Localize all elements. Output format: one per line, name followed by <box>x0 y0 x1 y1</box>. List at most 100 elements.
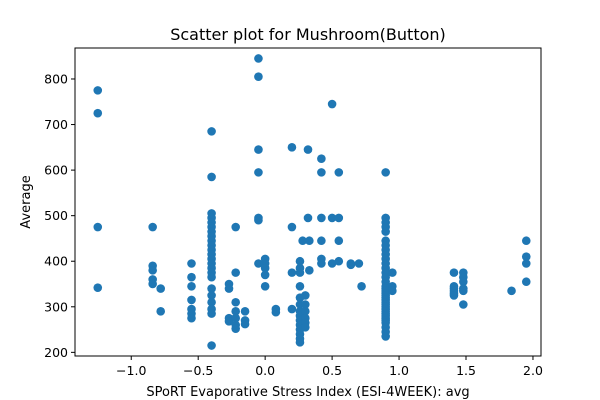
data-point <box>521 277 531 287</box>
data-point <box>459 300 468 309</box>
data-point <box>260 281 270 291</box>
data-point <box>459 286 468 296</box>
data-point <box>187 272 196 282</box>
data-point <box>187 259 196 268</box>
data-point <box>260 263 270 273</box>
y-tick-label: 200 <box>44 345 68 360</box>
data-point <box>301 291 310 300</box>
data-point <box>287 222 297 232</box>
data-point <box>207 291 216 300</box>
ticks-layer: −1.0 −0.5 0.0 0.5 1.0 1.5 2.0 200 300 400 500 600 70… <box>44 71 543 378</box>
data-point <box>148 266 157 275</box>
y-tick-label: 500 <box>44 208 68 223</box>
data-point <box>207 272 216 282</box>
data-point <box>231 297 240 307</box>
data-point <box>381 227 390 236</box>
data-point <box>240 319 250 329</box>
data-point <box>334 168 344 177</box>
data-point <box>334 213 344 223</box>
data-point <box>295 268 305 277</box>
data-point <box>381 332 390 341</box>
data-point <box>449 268 459 277</box>
data-point <box>317 259 326 268</box>
data-point <box>287 304 297 314</box>
data-point <box>317 168 326 177</box>
data-point <box>298 236 307 246</box>
data-point <box>459 277 468 287</box>
data-point <box>231 324 240 333</box>
data-point <box>254 145 263 154</box>
data-point <box>334 236 344 246</box>
data-point <box>207 284 216 293</box>
data-point <box>357 281 366 291</box>
data-point <box>231 222 240 232</box>
data-point <box>295 256 305 266</box>
y-tick-label: 600 <box>44 163 68 178</box>
data-point <box>271 307 281 317</box>
data-point <box>231 268 240 277</box>
data-point <box>224 317 234 326</box>
data-point <box>254 54 263 63</box>
data-point <box>287 143 297 152</box>
data-point <box>156 307 165 316</box>
y-tick-label: 400 <box>44 254 68 269</box>
data-point <box>301 323 310 332</box>
data-point <box>334 256 344 266</box>
data-point <box>287 268 297 277</box>
data-point <box>507 286 516 296</box>
points-layer <box>93 54 531 350</box>
data-point <box>295 338 305 347</box>
data-point <box>301 300 310 309</box>
data-point <box>148 279 157 289</box>
x-tick-label: 0.5 <box>322 363 342 378</box>
plot-frame <box>74 47 542 357</box>
chart-title: Scatter plot for Mushroom(Button) <box>170 25 446 44</box>
data-point <box>317 213 326 223</box>
data-point <box>187 313 196 323</box>
x-tick-label: 1.5 <box>456 363 476 378</box>
y-axis-label: Average <box>19 175 34 228</box>
data-point <box>93 108 103 118</box>
data-point <box>449 291 459 300</box>
data-point <box>346 260 356 270</box>
x-tick-label: −0.5 <box>183 363 213 378</box>
x-tick-label: 2.0 <box>523 363 543 378</box>
data-point <box>303 145 313 154</box>
x-tick-label: 0.0 <box>255 363 275 378</box>
y-tick-label: 800 <box>44 71 68 86</box>
data-point <box>240 307 250 316</box>
data-point <box>231 313 240 323</box>
data-point <box>260 270 270 280</box>
data-point <box>317 236 326 246</box>
data-point <box>254 259 263 268</box>
data-point <box>93 222 103 232</box>
data-point <box>187 281 196 291</box>
x-axis-label: SPoRT Evaporative Stress Index (ESI-4WEE… <box>146 385 469 400</box>
data-point <box>305 266 314 275</box>
data-point <box>388 286 397 296</box>
data-point <box>303 213 313 223</box>
data-point <box>207 297 216 307</box>
data-point <box>295 281 305 291</box>
data-point <box>521 236 531 246</box>
data-point <box>381 168 390 177</box>
data-point <box>156 284 165 293</box>
data-point <box>187 295 196 305</box>
data-point <box>327 99 337 109</box>
data-point <box>254 72 263 81</box>
data-point <box>93 86 103 95</box>
y-tick-label: 700 <box>44 117 68 132</box>
x-tick-label: 1.0 <box>389 363 409 378</box>
data-point <box>521 259 531 268</box>
data-point <box>207 172 216 182</box>
y-tick-label: 300 <box>44 299 68 314</box>
data-point <box>224 284 234 293</box>
data-point <box>305 236 314 246</box>
data-point <box>148 222 157 232</box>
data-point <box>254 215 263 225</box>
data-point <box>207 309 216 318</box>
data-point <box>93 283 103 292</box>
data-point <box>327 259 337 268</box>
data-point <box>354 259 364 268</box>
